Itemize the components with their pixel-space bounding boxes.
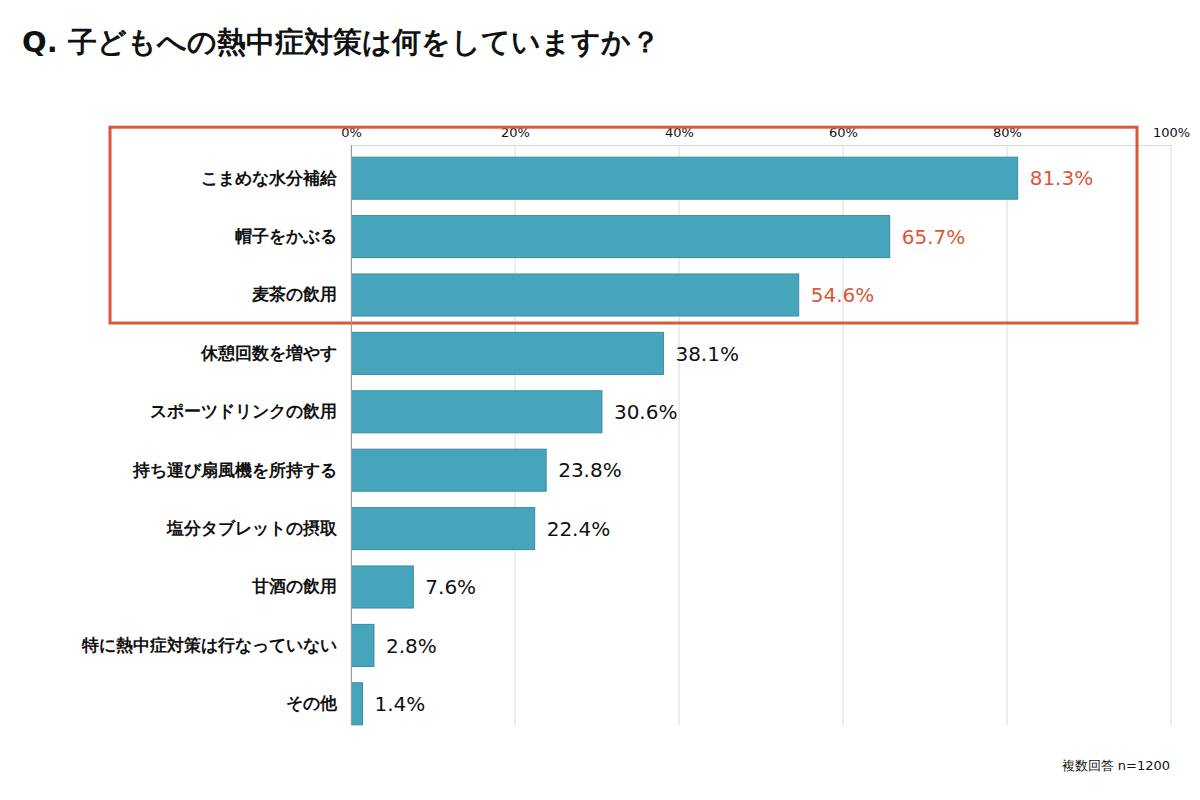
bar [351, 449, 546, 491]
annotation: 複数回答 n=1200 [1062, 758, 1170, 773]
grid-line [351, 145, 352, 725]
data-label: 2.8% [386, 634, 437, 658]
tick: 甘酒の飲用 [251, 576, 351, 596]
data-label: 54.6% [811, 283, 875, 307]
data-label: 22.4% [547, 517, 611, 541]
data-labels: 81.3% 65.7% 54.6% 38.1% 30.6% 23.8% 22.4% 7.6% 2… [374, 166, 1093, 716]
category-label: 持ち運び扇風機を所持する [132, 460, 337, 480]
tick: スポーツドリンクの飲用 [150, 401, 351, 421]
tick: 持ち運び扇風機を所持する [132, 460, 351, 480]
data-label: 38.1% [675, 342, 739, 366]
data-label: 23.8% [558, 458, 622, 482]
bar [351, 508, 535, 550]
category-label: こまめな水分補給 [201, 168, 338, 188]
data-label: 30.6% [614, 400, 678, 424]
tick-label: 100% [1153, 125, 1190, 140]
grid [351, 145, 1171, 725]
axis-line [352, 145, 1172, 146]
tick: その他 [286, 693, 351, 713]
tick: 休憩回数を増やす [200, 343, 351, 363]
bar [351, 157, 1018, 199]
tick: 塩分タブレットの摂取 [166, 518, 351, 538]
chart: Q. 子どもへの熱中症対策は何をしていますか？0%20%40%60%80%100… [0, 0, 1200, 800]
data-label: 65.7% [902, 225, 966, 249]
highlight-box [110, 127, 1137, 323]
data-label: 81.3% [1030, 166, 1094, 190]
category-label: 帽子をかぶる [235, 226, 337, 246]
tick: 帽子をかぶる [235, 226, 351, 246]
bars [351, 157, 1018, 725]
grid-line [1007, 145, 1008, 725]
bar [351, 332, 663, 374]
data-label: 7.6% [425, 575, 476, 599]
category-label: 塩分タブレットの摂取 [166, 518, 338, 538]
tick: 特に熱中症対策は行なっていない [81, 635, 351, 655]
bar [351, 216, 890, 258]
bar [351, 391, 602, 433]
bar [351, 566, 413, 608]
title: Q. 子どもへの熱中症対策は何をしていますか？ [22, 25, 660, 59]
tick: 100% [1153, 125, 1190, 145]
bar [351, 624, 374, 666]
tick: 麦茶の飲用 [251, 284, 351, 304]
category-label: 甘酒の飲用 [251, 576, 337, 596]
tick: こまめな水分補給 [201, 168, 351, 188]
axis-line [351, 145, 352, 725]
category-label: 休憩回数を増やす [200, 343, 337, 363]
y-axis: こまめな水分補給帽子をかぶる麦茶の飲用休憩回数を増やすスポーツドリンクの飲用持ち… [81, 145, 352, 725]
grid-line [1171, 145, 1172, 725]
category-label: その他 [286, 693, 338, 713]
data-label: 1.4% [374, 692, 425, 716]
bar [351, 274, 799, 316]
category-label: 特に熱中症対策は行なっていない [81, 635, 337, 655]
category-label: 麦茶の飲用 [251, 284, 337, 304]
bar [351, 683, 362, 725]
category-label: スポーツドリンクの飲用 [150, 401, 337, 421]
